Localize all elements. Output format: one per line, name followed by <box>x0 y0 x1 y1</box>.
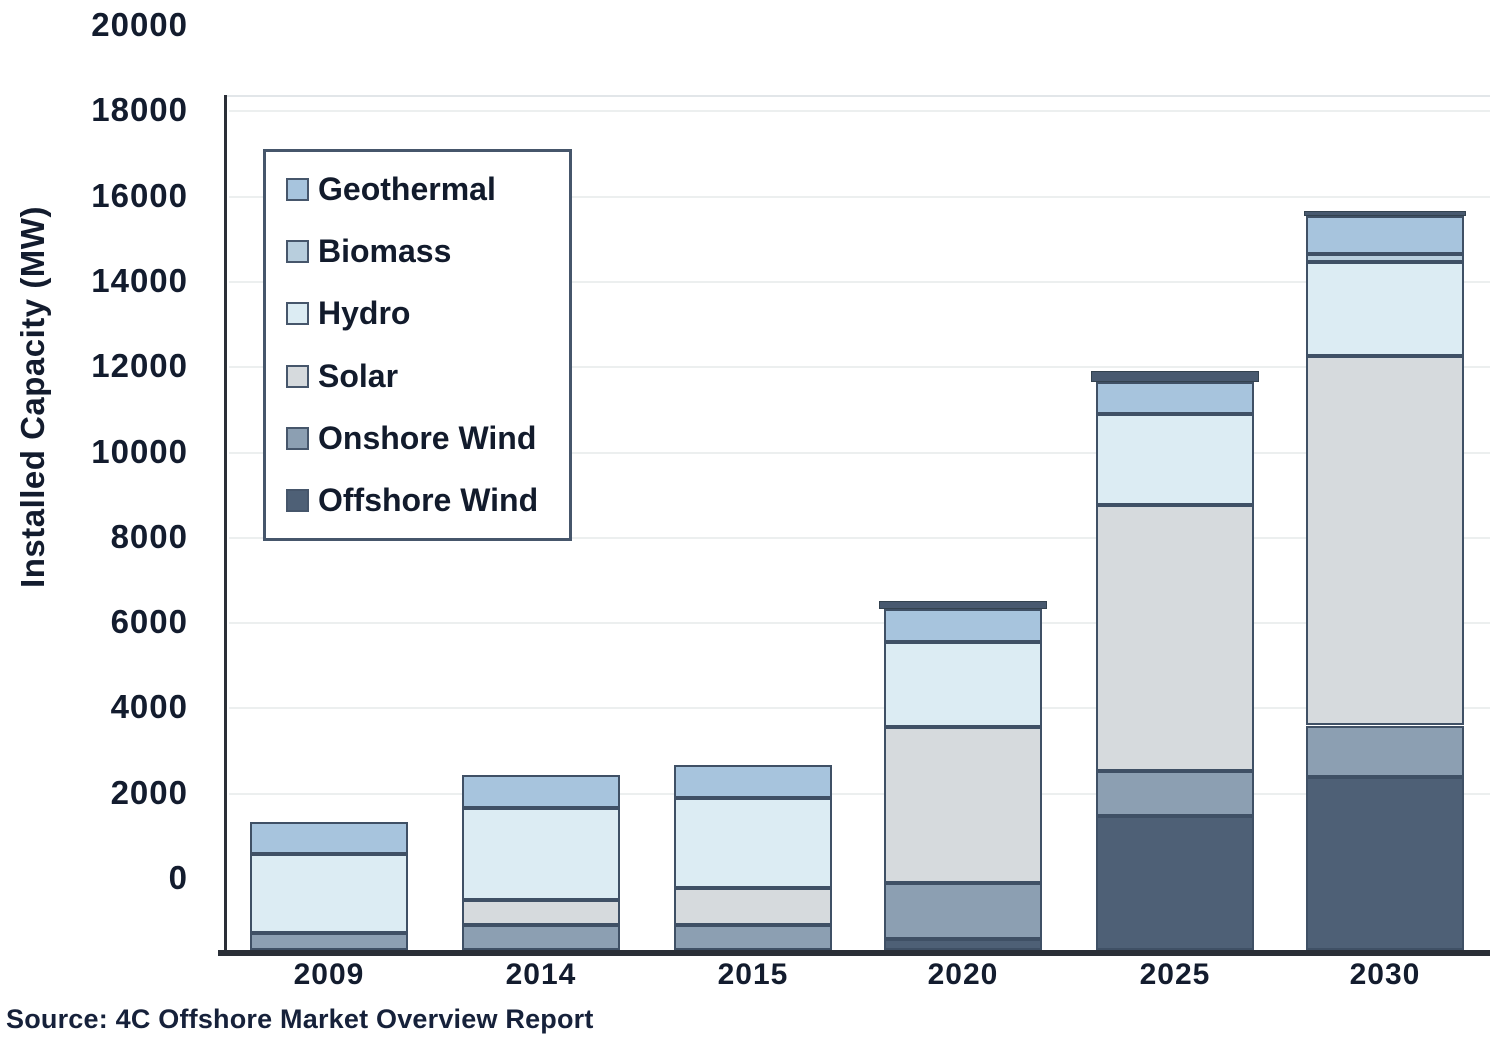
bar-2020-hydro <box>884 642 1042 727</box>
y-tick-label-16000: 16000 <box>91 177 188 214</box>
x-tick-label-2014: 2014 <box>505 958 577 991</box>
y-tick-label-0: 0 <box>168 859 188 896</box>
legend-label-solar: Solar <box>318 357 399 394</box>
legend-item-biomass: Biomass <box>286 233 569 270</box>
bar-2025-hydro <box>1096 414 1254 505</box>
legend-swatch-biomass <box>286 239 309 263</box>
y-tick-label-12000: 12000 <box>91 347 188 384</box>
bar-2025-geothermal <box>1096 382 1254 414</box>
legend-box: Geothermal Biomass Hydro Solar Onshore Wind O… <box>263 149 572 541</box>
bar-2030-hydro <box>1306 262 1464 356</box>
legend-item-solar: Solar <box>286 358 569 395</box>
legend-swatch-hydro <box>286 302 309 326</box>
bar-2020-solar <box>884 727 1042 883</box>
bar-2009-geothermal <box>250 822 408 854</box>
bar-2025-offshore-wind <box>1096 816 1254 950</box>
total-cap-2025 <box>1091 371 1259 382</box>
total-cap-2020 <box>879 601 1047 609</box>
bar-2014-geothermal <box>462 775 620 808</box>
legend-swatch-geothermal <box>286 177 309 201</box>
legend-label-hydro: Hydro <box>318 295 411 332</box>
legend-swatch-onshore-wind <box>286 426 309 450</box>
gridline-18000 <box>229 110 1490 112</box>
bar-2015-geothermal <box>674 765 832 798</box>
x-axis-line <box>218 950 1490 956</box>
gridline-10000 <box>229 452 1490 454</box>
plot-top-border <box>227 95 1490 97</box>
y-tick-label-14000: 14000 <box>91 262 188 299</box>
y-axis-line <box>224 95 227 956</box>
x-tick-label-2030: 2030 <box>1349 958 1421 991</box>
y-tick-label-2000: 2000 <box>110 774 188 811</box>
legend-swatch-solar <box>286 364 309 388</box>
bar-2014-onshore-wind <box>462 925 620 950</box>
x-tick-label-2020: 2020 <box>927 958 999 991</box>
x-tick-label-2009: 2009 <box>293 958 365 991</box>
bar-2030-biomass <box>1306 254 1464 262</box>
source-note: Source: 4C Offshore Market Overview Repo… <box>6 1004 594 1034</box>
y-tick-label-4000: 4000 <box>110 688 188 725</box>
bar-2015-solar <box>674 888 832 925</box>
gridline-14000 <box>229 281 1490 283</box>
bar-2025-solar <box>1096 505 1254 771</box>
legend-item-geothermal: Geothermal <box>286 171 569 208</box>
y-tick-label-18000: 18000 <box>91 91 188 128</box>
bar-2020-offshore-wind <box>884 939 1042 950</box>
bar-2015-hydro <box>674 798 832 888</box>
legend-item-onshore-wind: Onshore Wind <box>286 420 569 457</box>
bar-2014-hydro <box>462 808 620 900</box>
bar-2015-onshore-wind <box>674 925 832 950</box>
total-cap-2030 <box>1304 211 1466 216</box>
legend-label-onshore-wind: Onshore Wind <box>318 419 537 456</box>
bar-2020-onshore-wind <box>884 883 1042 939</box>
bar-2009-hydro <box>250 854 408 933</box>
legend-label-biomass: Biomass <box>318 232 452 269</box>
x-tick-label-2015: 2015 <box>717 958 789 991</box>
bar-2030-offshore-wind <box>1306 777 1464 950</box>
bar-2030-solar <box>1306 356 1464 725</box>
legend-label-offshore-wind: Offshore Wind <box>318 482 539 519</box>
bar-2030-geothermal <box>1306 216 1464 254</box>
legend-swatch-offshore-wind <box>286 489 309 513</box>
gridline-16000 <box>229 196 1490 198</box>
gridline-2000 <box>229 793 1490 795</box>
bar-2020-geothermal <box>884 609 1042 642</box>
y-tick-label-10000: 10000 <box>91 433 188 470</box>
bar-2009-onshore-wind <box>250 933 408 950</box>
legend-label-geothermal: Geothermal <box>318 170 496 207</box>
legend-item-hydro: Hydro <box>286 295 569 332</box>
bar-2014-solar <box>462 900 620 925</box>
bar-2025-onshore-wind <box>1096 771 1254 816</box>
legend-item-offshore-wind: Offshore Wind <box>286 482 569 519</box>
gridline-4000 <box>229 707 1490 709</box>
x-tick-label-2025: 2025 <box>1139 958 1211 991</box>
y-tick-label-8000: 8000 <box>110 518 188 555</box>
y-tick-label-20000: 20000 <box>91 6 188 43</box>
gridline-12000 <box>229 366 1490 368</box>
bar-2030-onshore-wind <box>1306 726 1464 777</box>
gridline-6000 <box>229 622 1490 624</box>
gridline-8000 <box>229 537 1490 539</box>
y-tick-label-6000: 6000 <box>110 603 188 640</box>
